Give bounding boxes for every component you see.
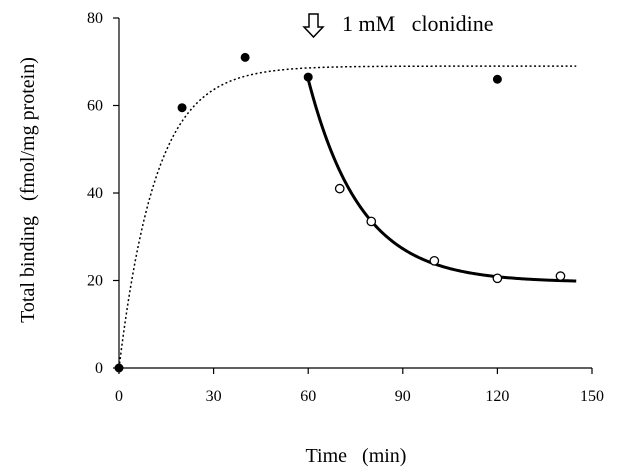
y-tick-label: 40 xyxy=(87,185,103,202)
x-tick-label: 90 xyxy=(395,388,411,405)
x-tick-label: 120 xyxy=(485,388,509,405)
open-data-point xyxy=(334,183,345,194)
x-axis-title: Time (min) xyxy=(306,445,407,467)
y-tick-label: 80 xyxy=(87,10,103,27)
open-data-point xyxy=(429,255,440,266)
data-points xyxy=(114,52,566,373)
dissociation-fit-curve xyxy=(306,78,577,283)
open-data-point xyxy=(366,216,377,227)
y-tick-label: 60 xyxy=(87,98,103,115)
annotation-label: 1 mM clonidine xyxy=(342,11,494,36)
fit-curves xyxy=(118,65,577,369)
x-tick-label: 0 xyxy=(115,388,123,405)
x-tick-label: 150 xyxy=(580,388,604,405)
x-tick-label: 30 xyxy=(206,388,222,405)
y-axis-title: Total binding (fmol/mg protein) xyxy=(17,57,39,323)
filled-data-point xyxy=(492,74,502,84)
axes xyxy=(118,18,592,369)
filled-data-point xyxy=(303,72,313,82)
y-tick-label: 20 xyxy=(87,273,103,290)
filled-data-point xyxy=(114,363,124,373)
clonidine-annotation: 1 mM clonidine xyxy=(302,11,494,39)
filled-data-point xyxy=(177,103,187,113)
y-tick-label: 0 xyxy=(95,360,103,377)
filled-data-point xyxy=(240,52,250,62)
hollow-down-arrow-icon xyxy=(302,13,325,39)
association-fit-curve xyxy=(118,65,577,369)
open-data-point xyxy=(492,273,503,284)
axis-ticks: 0 30 60 90 120 150 0 20 40 60 80 xyxy=(87,10,604,405)
open-data-point xyxy=(555,271,566,281)
x-tick-label: 60 xyxy=(300,388,316,405)
